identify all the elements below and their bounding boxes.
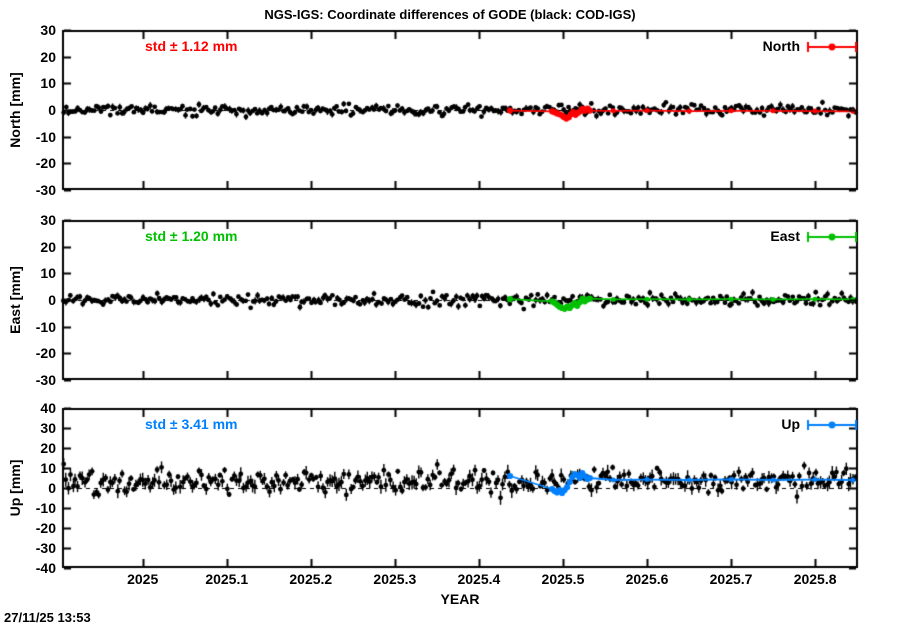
legend-label-north: North: [762, 38, 800, 54]
y-tick-label: 30: [40, 420, 56, 436]
chart-title: NGS-IGS: Coordinate differences of GODE …: [264, 7, 636, 22]
x-tick-label: 2025.7: [709, 571, 753, 587]
x-tick-label: 2025: [127, 571, 159, 587]
y-tick-label: 30: [40, 22, 56, 38]
std-annotation-north: std ± 1.12 mm: [145, 38, 238, 54]
y-tick-label: 10: [40, 265, 56, 282]
std-annotation-east: std ± 1.20 mm: [145, 228, 238, 244]
legend-label-up: Up: [781, 416, 800, 432]
x-tick-label: 2025.5: [541, 571, 585, 587]
y-tick-label: -10: [35, 500, 56, 516]
y-tick-label: -10: [35, 128, 56, 145]
y-tick-label: 20: [40, 238, 56, 255]
y-tick-label: 10: [40, 75, 56, 92]
y-tick-label: -20: [35, 345, 56, 362]
y-tick-label: -40: [35, 560, 56, 576]
y-tick-label: -10: [35, 318, 56, 335]
y-tick-label: -30: [35, 540, 56, 556]
x-tick-label: 2025.8: [793, 571, 837, 587]
y-tick-label: 40: [40, 400, 56, 416]
y-tick-label: 30: [40, 212, 56, 228]
y-tick-label: 0: [48, 480, 56, 496]
plot-timestamp: 27/11/25 13:53: [4, 610, 91, 625]
y-tick-label: -30: [35, 182, 56, 198]
legend-label-east: East: [770, 228, 800, 244]
y-tick-label: 10: [40, 460, 56, 476]
x-tick-label: 2025.1: [205, 571, 249, 587]
x-tick-label: 2025.6: [625, 571, 669, 587]
y-tick-label: 20: [40, 440, 56, 456]
y-tick-label: 0: [48, 292, 56, 308]
y-tick-label: -20: [35, 520, 56, 536]
y-tick-label: 0: [48, 102, 56, 118]
x-axis-title: YEAR: [440, 591, 480, 607]
y-tick-label: 20: [40, 48, 56, 65]
std-annotation-up: std ± 3.41 mm: [145, 416, 238, 432]
y-tick-label: -20: [35, 155, 56, 172]
y-tick-label: -30: [35, 372, 56, 388]
x-tick-label: 2025.3: [373, 571, 417, 587]
x-tick-label: 2025.4: [457, 571, 501, 587]
x-tick-label: 2025.2: [289, 571, 333, 587]
